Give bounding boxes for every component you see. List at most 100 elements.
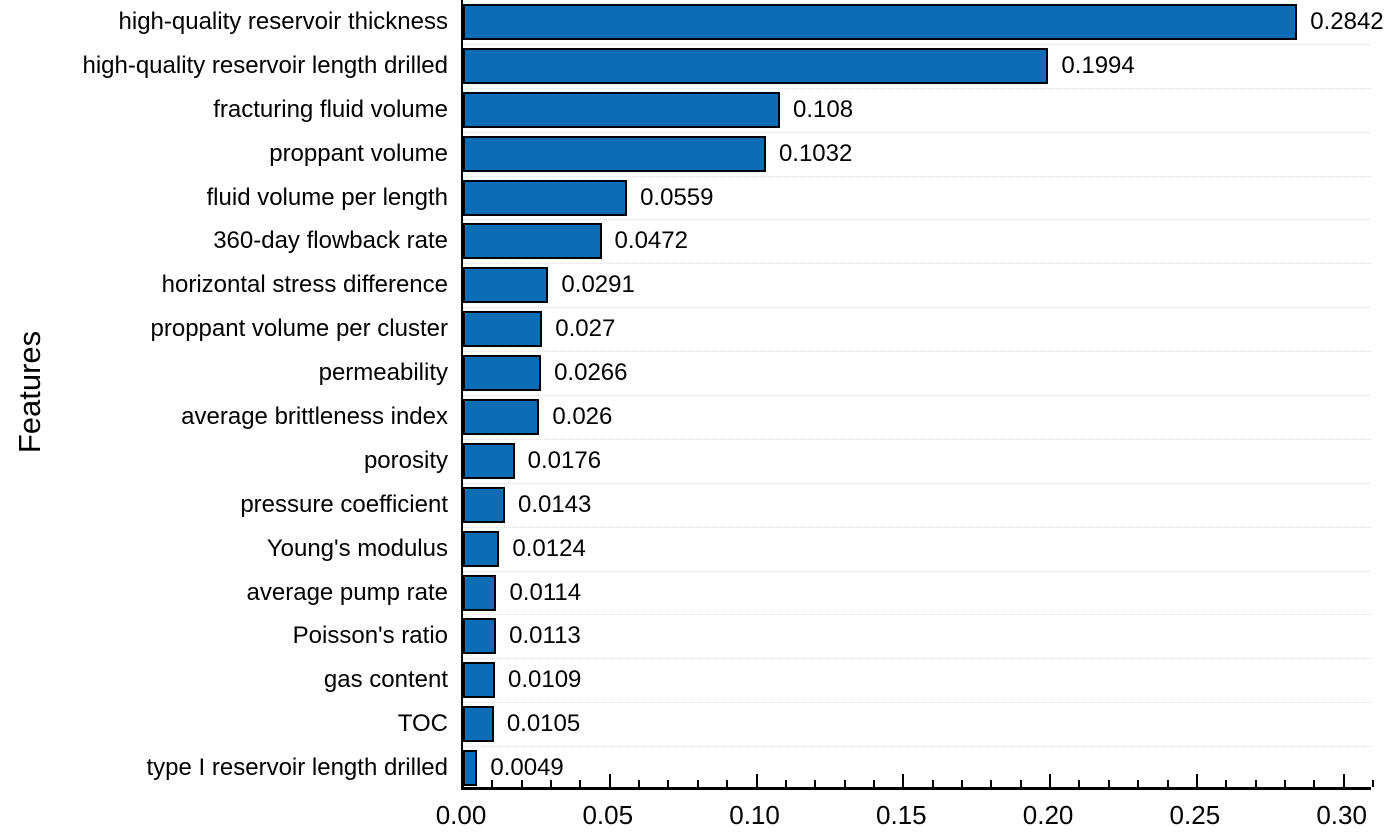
gridline xyxy=(463,614,1371,616)
gridline xyxy=(463,351,1371,353)
bar-value-label: 0.108 xyxy=(793,95,854,123)
bar-value-label: 0.0109 xyxy=(507,666,582,694)
bar xyxy=(463,662,495,699)
x-minor-tick xyxy=(491,780,494,787)
category-label: gas content xyxy=(323,666,448,694)
x-minor-tick xyxy=(1254,780,1257,787)
x-tick-label: 0.20 xyxy=(1022,800,1074,830)
x-minor-tick xyxy=(1019,780,1022,787)
category-label: fracturing fluid volume xyxy=(213,95,448,123)
gridline xyxy=(463,131,1371,133)
bar-value-label: 0.0266 xyxy=(554,359,628,387)
bar xyxy=(463,442,515,479)
x-major-tick xyxy=(1049,774,1052,787)
bar-value-label: 0.0049 xyxy=(490,754,564,782)
x-major-tick xyxy=(755,774,758,787)
x-minor-tick xyxy=(784,780,787,787)
bar xyxy=(463,311,543,348)
category-label: type I reservoir length drilled xyxy=(146,754,448,782)
x-minor-tick xyxy=(1313,780,1316,787)
category-label: proppant volume xyxy=(269,139,448,167)
category-label: TOC xyxy=(397,710,448,738)
plot-area: 0.2842 0.1994 0.108 0.1032 0.0559 0.0472 0.029… xyxy=(461,0,1384,790)
bar-value-label: 0.0176 xyxy=(527,446,602,474)
gridline xyxy=(463,570,1371,572)
bar xyxy=(463,618,497,655)
category-label: pressure coefficient xyxy=(240,490,448,518)
bar xyxy=(463,486,505,523)
x-minor-tick xyxy=(961,780,964,787)
x-tick-label: 0.10 xyxy=(729,800,780,830)
bar xyxy=(463,91,781,128)
category-label: high-quality reservoir thickness xyxy=(118,7,448,35)
category-label: Young's modulus xyxy=(266,534,448,562)
category-label: horizontal stress difference xyxy=(161,271,448,299)
x-minor-tick xyxy=(638,780,641,787)
gridline xyxy=(463,263,1371,265)
x-minor-tick xyxy=(1137,780,1140,787)
category-label: average brittleness index xyxy=(181,402,448,430)
bar xyxy=(463,574,497,611)
x-minor-tick xyxy=(1372,780,1374,787)
x-minor-tick xyxy=(520,780,523,787)
gridline xyxy=(463,746,1371,748)
bar-value-label: 0.0114 xyxy=(509,578,582,606)
category-label: Poisson's ratio xyxy=(292,622,448,650)
x-minor-tick xyxy=(1166,780,1169,787)
gridline xyxy=(463,219,1371,221)
bar xyxy=(463,223,602,260)
bar-value-label: 0.0113 xyxy=(509,622,581,650)
x-minor-tick xyxy=(579,780,582,787)
bar xyxy=(463,706,494,743)
x-minor-tick xyxy=(1225,780,1228,787)
x-tick-label: 0.05 xyxy=(582,800,634,830)
bar xyxy=(463,530,500,567)
bar xyxy=(463,267,549,304)
gridline xyxy=(463,526,1371,528)
gridline xyxy=(463,87,1371,89)
bar-value-label: 0.026 xyxy=(552,402,613,430)
category-label: fluid volume per length xyxy=(206,183,448,211)
x-major-tick xyxy=(1342,774,1345,787)
x-minor-tick xyxy=(696,780,699,787)
category-label: permeability xyxy=(318,359,448,387)
x-minor-tick xyxy=(1107,780,1110,787)
bar xyxy=(463,750,478,787)
bar-value-label: 0.0105 xyxy=(506,710,581,738)
x-minor-tick xyxy=(814,780,817,787)
gridline xyxy=(463,307,1371,309)
x-minor-tick xyxy=(843,780,846,787)
x-major-tick xyxy=(1195,774,1198,787)
bar xyxy=(463,179,628,216)
x-tick-label: 0.25 xyxy=(1169,800,1221,830)
x-major-tick xyxy=(608,774,611,787)
x-minor-tick xyxy=(931,780,934,787)
x-tick-label: 0.30 xyxy=(1316,800,1367,830)
x-tick-label: 0.00 xyxy=(435,800,487,830)
category-label: high-quality reservoir length drilled xyxy=(82,51,448,79)
bar xyxy=(463,135,766,172)
category-label: 360-day flowback rate xyxy=(213,227,448,255)
x-major-tick xyxy=(902,774,905,787)
bar xyxy=(463,355,542,392)
bar-value-label: 0.2842 xyxy=(1310,7,1384,35)
gridline xyxy=(463,438,1371,440)
x-minor-tick xyxy=(1078,780,1081,787)
x-minor-tick xyxy=(1283,780,1286,787)
gridline xyxy=(463,482,1371,484)
bar-value-label: 0.1032 xyxy=(778,139,853,167)
bar-value-label: 0.027 xyxy=(555,315,616,343)
category-label: proppant volume per cluster xyxy=(150,315,449,343)
category-label: porosity xyxy=(363,446,448,474)
gridline xyxy=(463,658,1371,660)
bar-value-label: 0.0124 xyxy=(512,534,586,562)
category-label: average pump rate xyxy=(246,578,448,606)
bar-value-label: 0.0472 xyxy=(614,227,688,255)
gridline xyxy=(463,395,1371,396)
x-tick-label: 0.15 xyxy=(876,800,927,830)
gridline xyxy=(463,43,1371,45)
bar-value-label: 0.0559 xyxy=(640,183,714,211)
bar-value-label: 0.0143 xyxy=(517,490,592,518)
gridline xyxy=(463,702,1371,704)
